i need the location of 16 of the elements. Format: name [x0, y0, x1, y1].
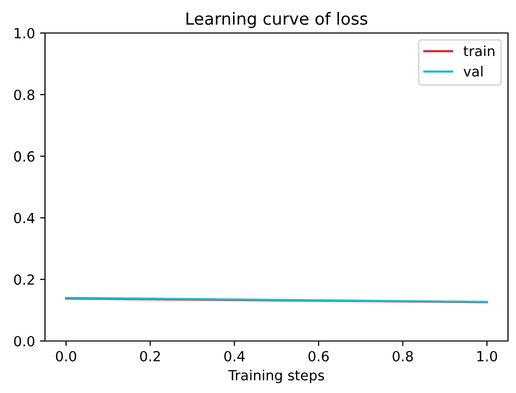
- y-tick-label: 0.0: [14, 336, 34, 346]
- legend-label: val: [464, 66, 482, 77]
- x-axis-title: Training steps: [228, 370, 324, 384]
- x-tick-label: 0.4: [224, 350, 245, 362]
- y-tick-label: 1.0: [14, 28, 34, 38]
- x-tick-label: 0.6: [308, 350, 329, 362]
- x-tick-label: 0.8: [392, 350, 413, 362]
- chart-title: Learning curve of loss: [186, 12, 368, 28]
- legend-label: train: [464, 46, 494, 56]
- y-tick-label: 0.8: [14, 90, 34, 100]
- x-tick-label: 1.0: [477, 350, 498, 362]
- x-tick-label: 0.2: [140, 350, 160, 362]
- x-tick-label: 0.0: [56, 350, 76, 362]
- y-tick-label: 0.6: [14, 151, 34, 162]
- y-tick-label: 0.2: [14, 274, 34, 285]
- y-tick-label: 0.4: [14, 212, 34, 224]
